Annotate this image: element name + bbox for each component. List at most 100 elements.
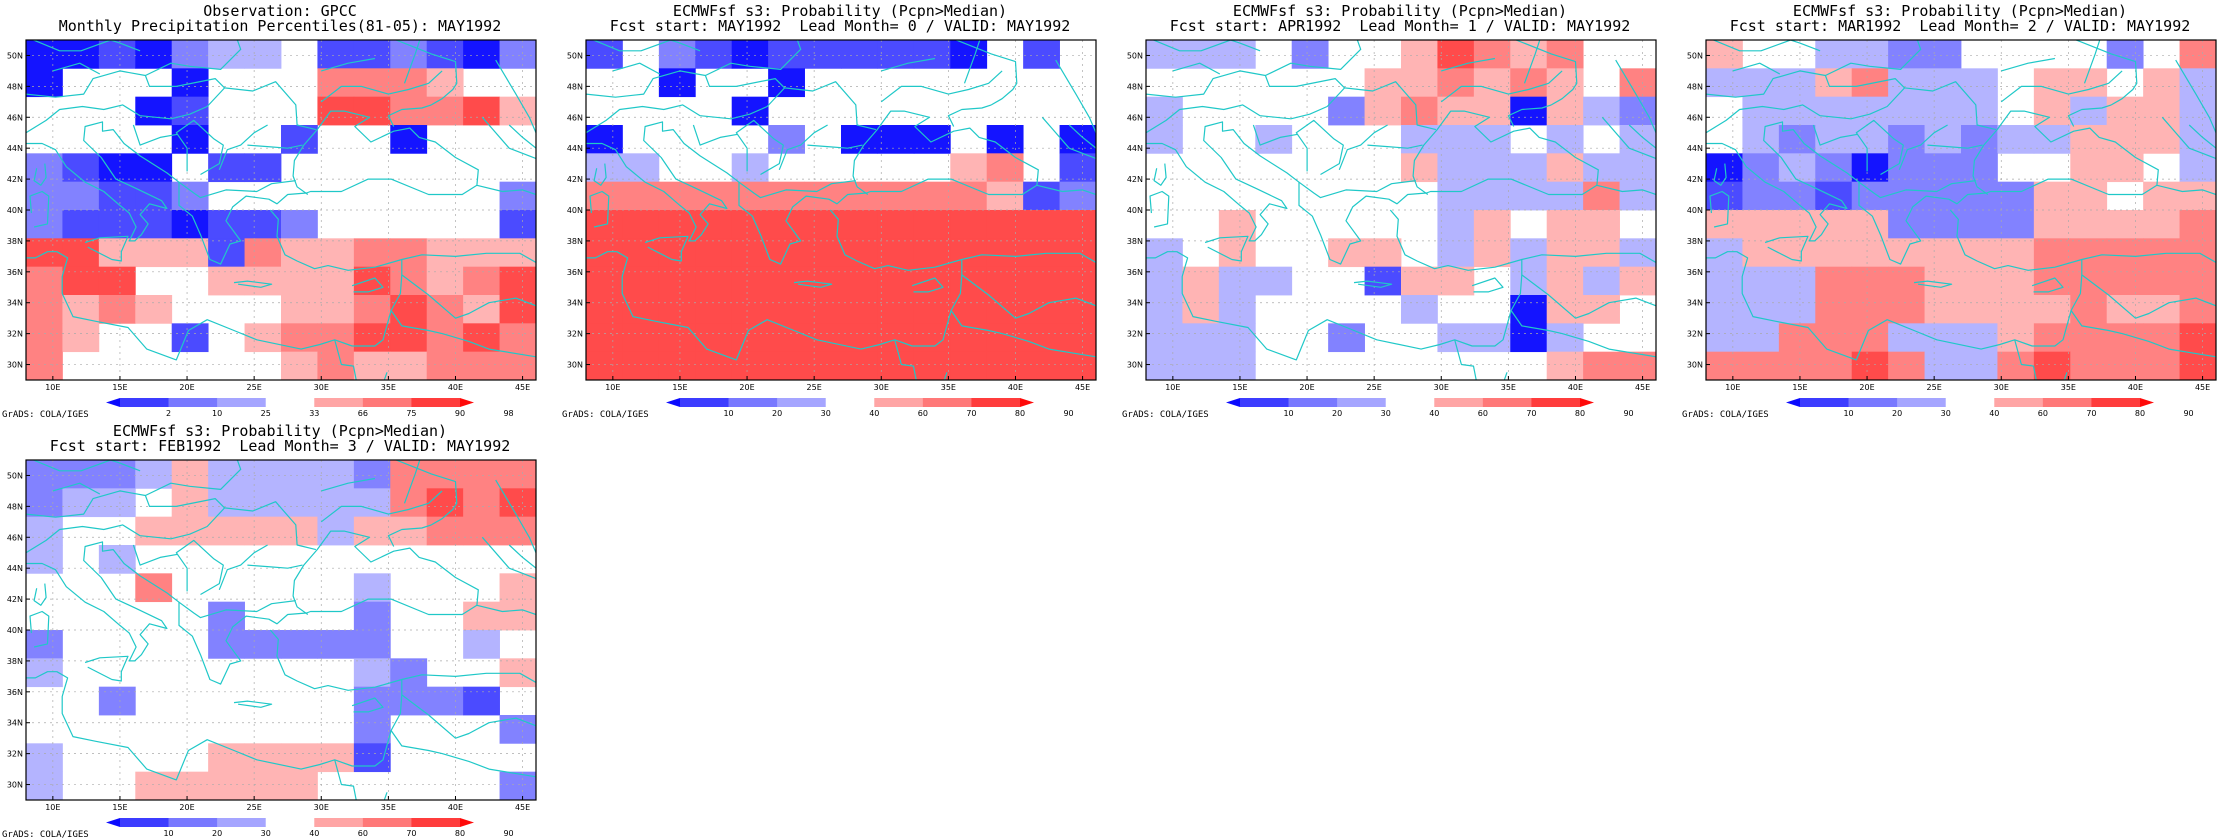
- grid-cell: [2143, 96, 2180, 126]
- colorbar-low-arrow: [106, 398, 120, 407]
- grid-cell: [135, 516, 173, 546]
- lat-tick-label: 40N: [1127, 206, 1143, 215]
- grid-cell: [913, 40, 951, 69]
- panel-title-line1: ECMWFsf s3: Probability (Pcpn>Median): [1792, 2, 2128, 20]
- grid-cell: [1546, 68, 1584, 98]
- grid-cell: [317, 630, 355, 659]
- colorbar-label: 33: [309, 409, 319, 418]
- coastline: [591, 40, 701, 52]
- grid-cell: [463, 40, 500, 69]
- coastline: [1252, 124, 1298, 146]
- grid-cell: [1924, 96, 1962, 126]
- colorbar-segment: [680, 398, 729, 407]
- grid-cell: [2179, 181, 2217, 211]
- panel-title: Observation: GPCC Monthly Precipitation P…: [0, 4, 560, 34]
- coastline: [2081, 274, 2216, 319]
- grid-cell: [1706, 68, 1743, 98]
- grid-cell: [463, 630, 500, 659]
- colorbar-segment: [120, 398, 169, 407]
- colorbar-segment: [265, 398, 315, 407]
- grid-cell: [2179, 40, 2217, 69]
- grid-cell: [353, 96, 391, 126]
- grid-cell: [353, 601, 391, 631]
- grid-cell: [390, 516, 428, 546]
- coastline: [1153, 163, 1167, 186]
- grid-cell: [768, 210, 805, 239]
- coastline: [2014, 339, 2068, 380]
- grid-cell: [913, 323, 951, 353]
- grid-cell: [1815, 40, 1853, 69]
- colorbar-label: 10: [1843, 409, 1853, 418]
- grid-cell: [1546, 96, 1584, 126]
- graticule: [26, 460, 536, 800]
- lat-tick-label: 36N: [1687, 268, 1703, 277]
- grid-cell: [1961, 96, 1998, 126]
- grid-cell: [1997, 181, 2035, 211]
- colorbar-segment: [120, 818, 169, 827]
- lat-tick-label: 40N: [7, 206, 23, 215]
- grid-cell: [1851, 68, 1889, 98]
- lat-tick-label: 44N: [1127, 144, 1143, 153]
- grid-cell: [2033, 210, 2071, 239]
- grid-cell: [244, 460, 282, 489]
- grid-cell: [244, 771, 282, 801]
- grid-cell: [658, 238, 696, 268]
- panel-title-line1: ECMWFsf s3: Probability (Pcpn>Median): [112, 422, 448, 440]
- grid-cell: [768, 351, 805, 381]
- grid-cell: [841, 210, 878, 239]
- colorbar-label: 80: [1575, 409, 1585, 418]
- grid-cell: [62, 238, 100, 268]
- coastline: [26, 70, 226, 134]
- coastline: [2161, 116, 2216, 160]
- map-svg: 50N 48N 46N 44N 42N 40N 38N 36N 34N 32N 30N 10E 15E 2…: [567, 39, 1097, 418]
- colorbar-segment: [1848, 398, 1898, 407]
- grid-cell: [1778, 295, 1816, 324]
- colorbar-label: 20: [772, 409, 782, 418]
- grid-cell: [1924, 210, 1962, 239]
- grid-cell: [390, 351, 428, 381]
- grid-cell: [1706, 266, 1743, 296]
- lon-tick-label: 35E: [381, 803, 396, 812]
- lon-tick-label: 45E: [515, 383, 530, 392]
- lat-tick-label: 46N: [7, 533, 23, 542]
- grid-cell: [841, 238, 878, 268]
- panel-title-line1: ECMWFsf s3: Probability (Pcpn>Median): [672, 2, 1008, 20]
- coastline: [26, 110, 479, 265]
- colorbar-label: 40: [869, 409, 879, 418]
- lat-tick-label: 44N: [7, 564, 23, 573]
- panel-title-line1: Observation: GPCC: [203, 2, 357, 20]
- coastline: [320, 70, 443, 103]
- grid-cell: [1401, 96, 1438, 126]
- lat-tick-label: 42N: [1687, 175, 1703, 184]
- lat-tick-label: 36N: [7, 268, 23, 277]
- grid-cell: [353, 323, 391, 353]
- coastline: [321, 57, 376, 72]
- colorbar-segment: [1337, 398, 1387, 407]
- lon-tick-label: 40E: [448, 803, 463, 812]
- map-panel-lead1: ECMWFsf s3: Probability (Pcpn>Median) Fcs…: [1120, 0, 1680, 420]
- colorbar-label: 66: [358, 409, 368, 418]
- coastline: [33, 163, 47, 186]
- grid-cell: [98, 153, 136, 183]
- colorbar-label: 60: [358, 829, 368, 838]
- panel-title-line2: Monthly Precipitation Percentiles(81-05)…: [58, 17, 502, 35]
- grid-cell: [2033, 96, 2071, 126]
- grid-cell: [1961, 266, 1998, 296]
- coastline: [1172, 62, 1221, 75]
- colorbar-high-arrow: [460, 818, 474, 827]
- coastline: [476, 604, 536, 616]
- grid-cell: [135, 181, 173, 211]
- grid-cell: [1510, 153, 1548, 183]
- lon-tick-label: 15E: [112, 803, 127, 812]
- grid-cell: [2143, 210, 2180, 239]
- grid-cell: [26, 266, 63, 296]
- colorbar-segment: [922, 398, 972, 407]
- grid-cell: [1778, 238, 1816, 268]
- grid-cell: [244, 210, 282, 239]
- lon-tick-label: 15E: [672, 383, 687, 392]
- coastlines: [1706, 40, 2216, 380]
- grid-cell: [731, 238, 769, 268]
- colorbar-label: 25: [261, 409, 271, 418]
- coastline: [1706, 70, 1906, 134]
- grid-cell: [877, 238, 915, 268]
